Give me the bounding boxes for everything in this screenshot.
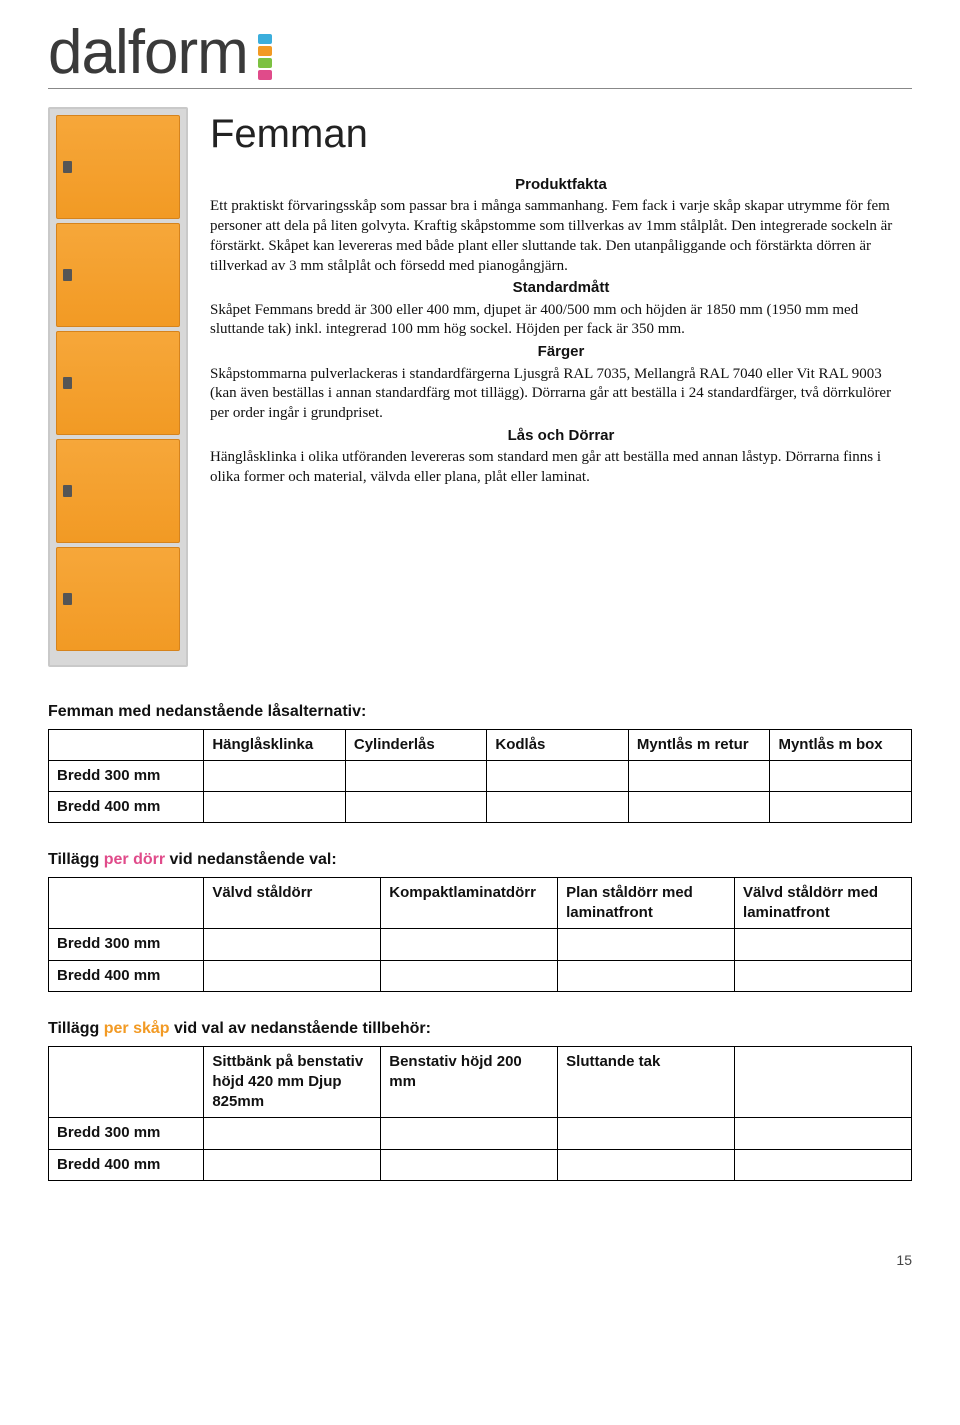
table-doors: Välvd ståldörr Kompaktlaminatdörr Plan s… [48, 877, 912, 992]
table-header: Kompaktlaminatdörr [381, 877, 558, 929]
paragraph-standardmatt: Skåpet Femmans bredd är 300 eller 400 mm… [210, 301, 912, 341]
locker-door [56, 547, 180, 651]
logo-bar-1 [258, 34, 272, 44]
table-cell [487, 792, 629, 823]
table-cell [558, 929, 735, 960]
table-header: Välvd ståldörr med laminatfront [735, 877, 912, 929]
table-row: Sittbänk på benstativ höjd 420 mm Djup 8… [49, 1046, 912, 1118]
table-cell [558, 1118, 735, 1149]
locker-door [56, 115, 180, 219]
heading-produktfakta: Produktfakta [210, 175, 912, 195]
table-locks: Hänglåsklinka Cylinderlås Kodlås Myntlås… [48, 729, 912, 824]
table-cell [345, 760, 487, 791]
table-cell [381, 929, 558, 960]
section-title-accessories: Tillägg per skåp vid val av nedanstående… [48, 1018, 912, 1040]
paragraph-produktfakta: Ett praktiskt förvaringsskåp som passar … [210, 197, 912, 276]
brand-logo-text: dalform [48, 22, 248, 84]
logo-bar-4 [258, 70, 272, 80]
paragraph-las: Hänglåsklinka i olika utföranden leverer… [210, 448, 912, 488]
table-cell-empty [49, 877, 204, 929]
product-image [48, 107, 188, 667]
section-title-locks: Femman med nedanstående låsalternativ: [48, 701, 912, 723]
table-cell [204, 1149, 381, 1180]
table-header: Benstativ höjd 200 mm [381, 1046, 558, 1118]
table-cell-empty [49, 729, 204, 760]
table-accessories: Sittbänk på benstativ höjd 420 mm Djup 8… [48, 1046, 912, 1181]
header-divider [48, 88, 912, 89]
table-row: Bredd 400 mm [49, 1149, 912, 1180]
heading-standardmatt: Standardmått [210, 278, 912, 298]
table-cell [204, 960, 381, 991]
table-cell [558, 960, 735, 991]
section-title-doors-post: vid nedanstående val: [165, 851, 337, 868]
table-cell [381, 1118, 558, 1149]
table-header: Sluttande tak [558, 1046, 735, 1118]
section-title-acc-accent: per skåp [104, 1020, 170, 1037]
locker-door [56, 439, 180, 543]
table-row-label: Bredd 400 mm [49, 960, 204, 991]
table-cell [628, 792, 770, 823]
section-title-acc-pre: Tillägg [48, 1020, 104, 1037]
locker-cabinet-icon [48, 107, 188, 667]
table-header [735, 1046, 912, 1118]
table-row-label: Bredd 300 mm [49, 929, 204, 960]
table-row: Hänglåsklinka Cylinderlås Kodlås Myntlås… [49, 729, 912, 760]
table-row: Bredd 300 mm [49, 760, 912, 791]
table-cell [735, 929, 912, 960]
table-cell [204, 1118, 381, 1149]
table-row: Bredd 400 mm [49, 960, 912, 991]
locker-door [56, 223, 180, 327]
table-row: Bredd 400 mm [49, 792, 912, 823]
table-cell-empty [49, 1046, 204, 1118]
section-title-locks-text: Femman med nedanstående låsalternativ: [48, 703, 366, 720]
heading-las: Lås och Dörrar [210, 426, 912, 446]
table-row: Välvd ståldörr Kompaktlaminatdörr Plan s… [49, 877, 912, 929]
table-cell [628, 760, 770, 791]
table-row: Bredd 300 mm [49, 1118, 912, 1149]
table-row-label: Bredd 300 mm [49, 760, 204, 791]
table-row-label: Bredd 400 mm [49, 1149, 204, 1180]
table-cell [735, 1118, 912, 1149]
paragraph-farger: Skåpstommarna pulverlackeras i standardf… [210, 365, 912, 424]
heading-farger: Färger [210, 342, 912, 362]
locker-door [56, 331, 180, 435]
table-header: Myntlås m retur [628, 729, 770, 760]
brand-logo-bars-icon [258, 26, 272, 80]
table-cell [558, 1149, 735, 1180]
logo-bar-2 [258, 46, 272, 56]
table-header: Cylinderlås [345, 729, 487, 760]
table-cell [735, 960, 912, 991]
table-row-label: Bredd 300 mm [49, 1118, 204, 1149]
table-row: Bredd 300 mm [49, 929, 912, 960]
section-title-doors: Tillägg per dörr vid nedanstående val: [48, 849, 912, 871]
brand-logo: dalform [48, 22, 912, 84]
table-header: Sittbänk på benstativ höjd 420 mm Djup 8… [204, 1046, 381, 1118]
table-cell [204, 792, 346, 823]
page-number: 15 [48, 1251, 912, 1270]
table-header: Hänglåsklinka [204, 729, 346, 760]
table-cell [381, 960, 558, 991]
table-header: Kodlås [487, 729, 629, 760]
table-cell [487, 760, 629, 791]
table-cell [770, 792, 912, 823]
table-cell [204, 929, 381, 960]
table-cell [204, 760, 346, 791]
product-title: Femman [210, 107, 912, 161]
table-header: Välvd ståldörr [204, 877, 381, 929]
table-cell [770, 760, 912, 791]
logo-bar-3 [258, 58, 272, 68]
table-cell [345, 792, 487, 823]
table-cell [735, 1149, 912, 1180]
table-row-label: Bredd 400 mm [49, 792, 204, 823]
table-header: Myntlås m box [770, 729, 912, 760]
section-title-acc-post: vid val av nedanstående tillbehör: [170, 1020, 431, 1037]
table-header: Plan ståldörr med laminatfront [558, 877, 735, 929]
section-title-doors-pre: Tillägg [48, 851, 104, 868]
section-title-doors-accent: per dörr [104, 851, 165, 868]
table-cell [381, 1149, 558, 1180]
